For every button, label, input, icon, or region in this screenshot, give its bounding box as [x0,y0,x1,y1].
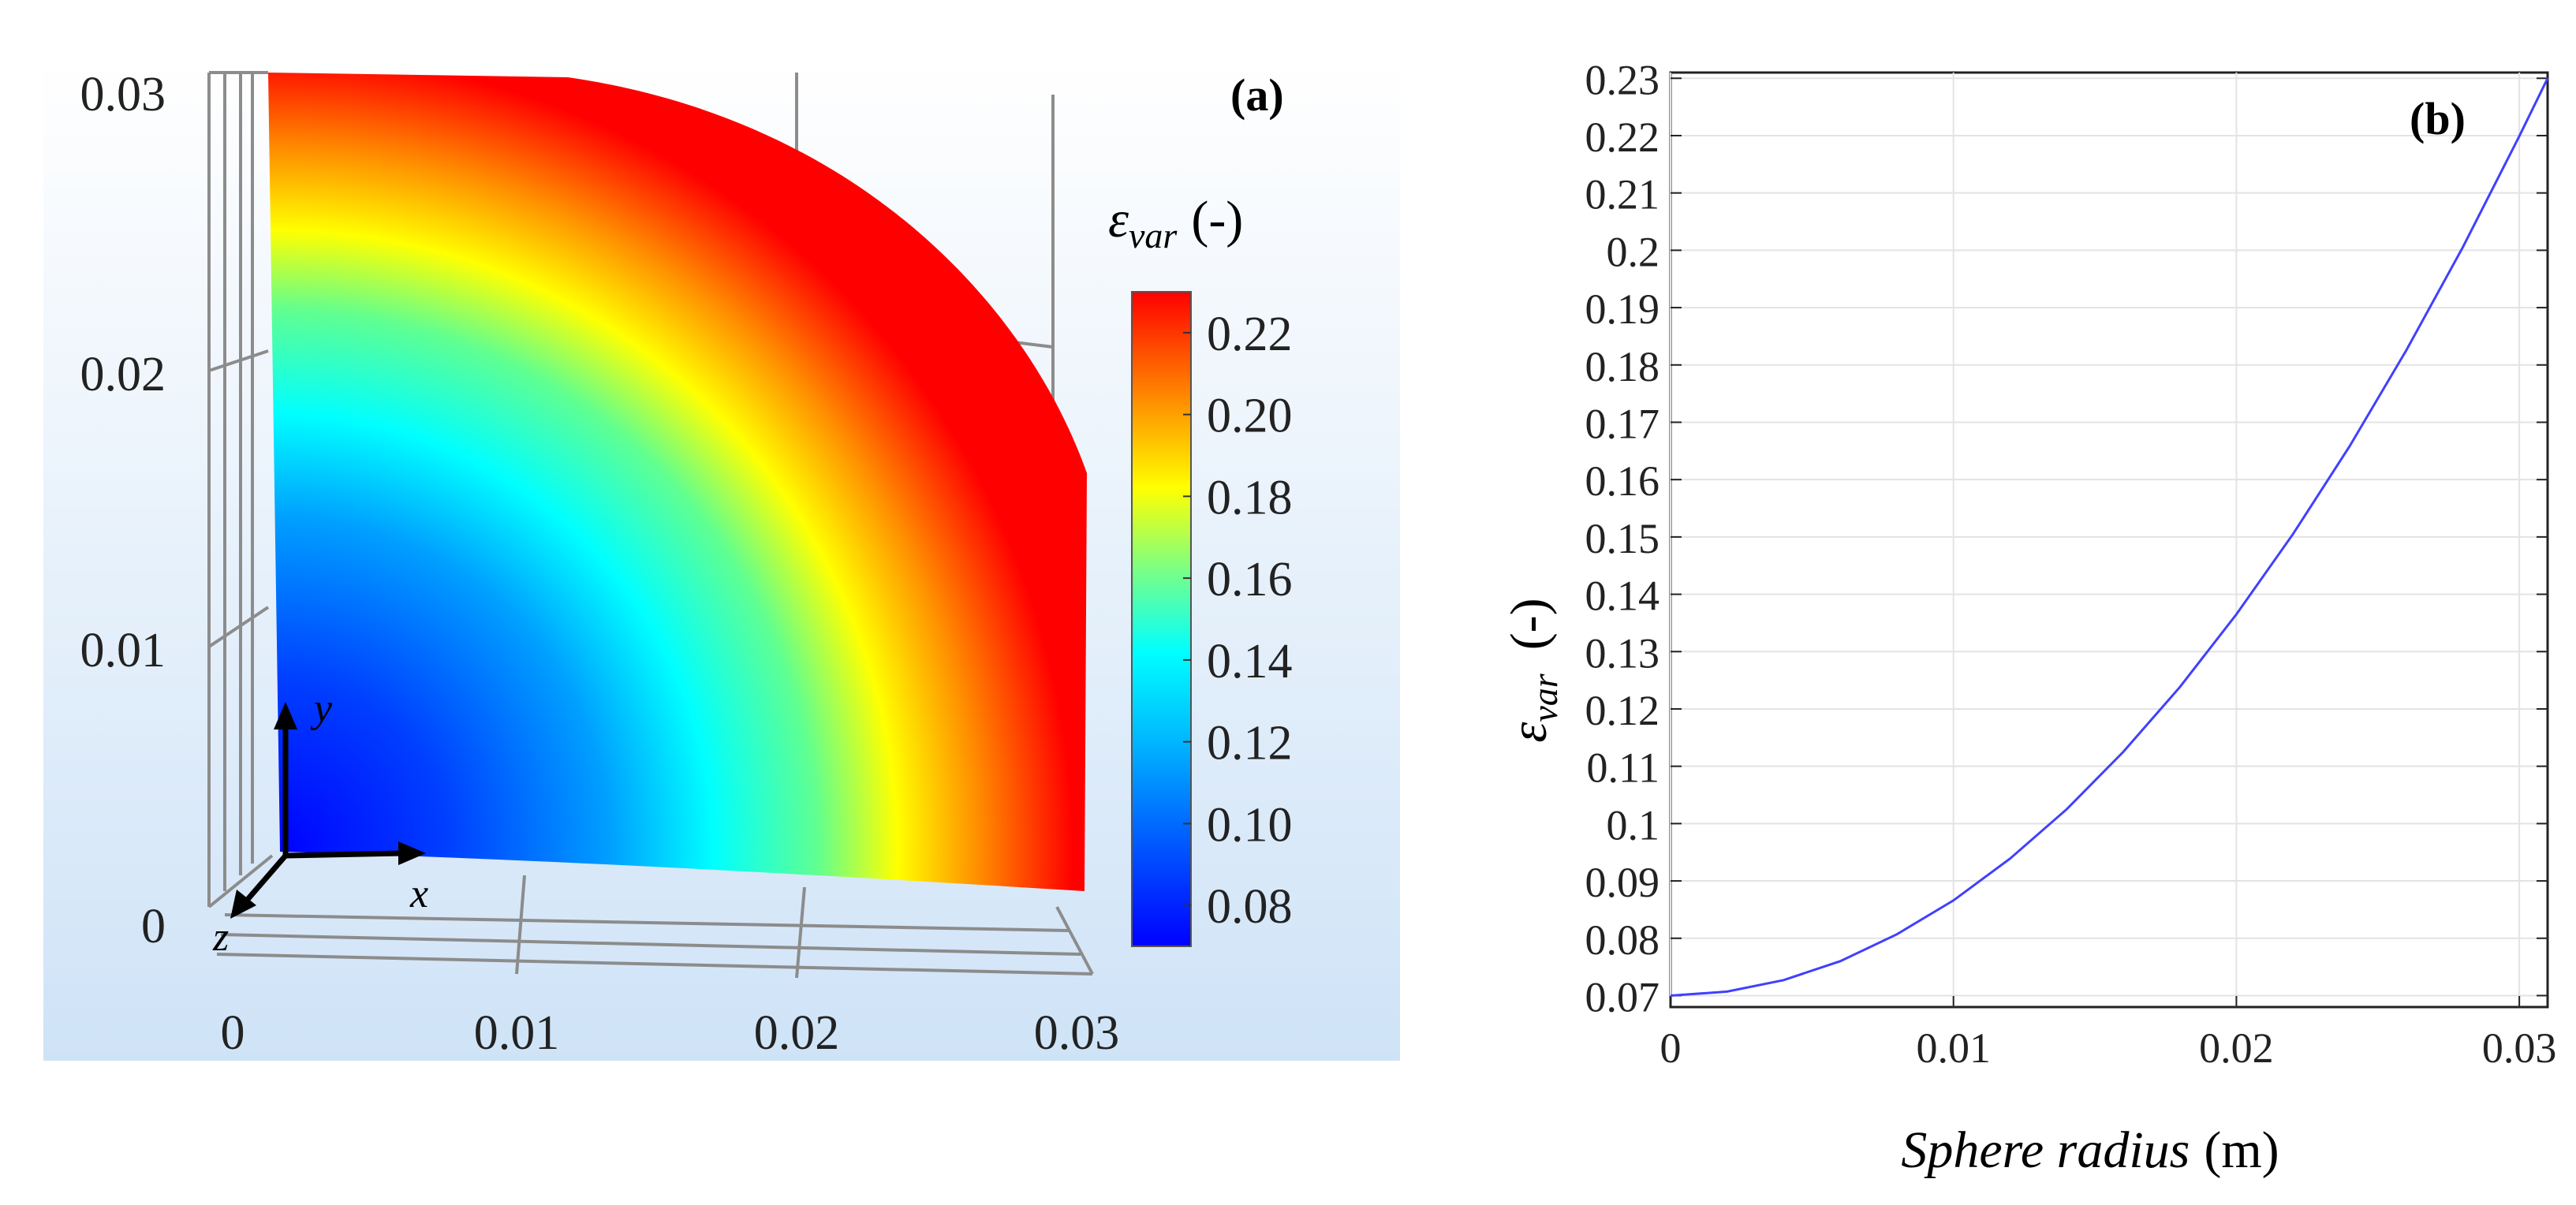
panel-b: 0.07 0.08 0.09 0.1 0.11 0.12 0.13 0.14 0.15 0.16 0… [1500,55,2567,1179]
a-xtick-label: 0.02 [754,1006,840,1060]
a-ytick-label: 0.01 [80,624,166,677]
y-tick-label: 0.11 [1587,744,1660,792]
y-tick-label: 0.13 [1585,629,1660,677]
y-tick-label: 0.17 [1585,400,1660,447]
epsilon-field [268,73,1087,891]
x-tick-label: 0.03 [2482,1024,2557,1072]
plot-area [1669,71,2549,1009]
a-xtick-label: 0.01 [474,1006,560,1060]
colorbar-ramp [1131,291,1192,947]
panel-a: y x z 0.03 0.02 0.01 0 0 0.01 0.02 0.03 … [43,55,1400,1061]
colorbar-title-symbol: ε [1108,191,1129,248]
y-axis-title-subscript: var [1525,673,1565,722]
colorbar-tick-label: 0.20 [1207,390,1293,443]
colorbar-tick-label: 0.10 [1207,798,1293,852]
colorbar: εvar (-) 0.22 0.20 0.18 0.16 0.14 0.12 0.10 0.08 [1108,191,1293,947]
a-ytick-label: 0.03 [80,68,166,121]
x-axis-label: x [409,871,428,916]
axis-triad [230,702,426,919]
z-arrowhead [230,890,256,919]
x-tick-label: 0.01 [1916,1024,1991,1072]
x-tick-label: 0 [1660,1024,1682,1072]
y-tick-label: 0.12 [1585,687,1660,734]
colorbar-tick-label: 0.22 [1207,308,1293,361]
panel-a-label: (a) [1230,69,1284,121]
z-axis-arrow [242,853,288,905]
a-xtick-label: 0 [221,1006,245,1060]
colorbar-tick-label: 0.16 [1207,553,1293,606]
y-axis-title: εvar (-) [1500,598,1565,742]
y-axis-title-unit: (-) [1500,598,1558,650]
y-axis-label: y [310,686,333,731]
a-ytick-label: 0 [141,900,166,953]
y-tick-label: 0.19 [1585,285,1660,333]
x-tick-label: 0.02 [2199,1024,2274,1072]
colorbar-tick-label: 0.18 [1207,471,1293,524]
y-arrowhead [274,702,297,729]
series-line-epsilon-var [1670,77,2549,997]
y-tick-label: 0.08 [1585,916,1660,964]
x-axis-title: Sphere radius (m) [1901,1121,2279,1179]
y-tick-label: 0.16 [1585,457,1660,505]
y-tick-label: 0.2 [1607,228,1660,275]
a-ytick-label: 0.02 [80,348,166,401]
y-tick-label: 0.14 [1585,573,1660,620]
x-axis-arrow [285,850,403,859]
y-tick-label: 0.15 [1585,515,1660,562]
colorbar-tick-label: 0.14 [1207,635,1293,688]
colorbar-title-unit: (-) [1191,191,1243,248]
y-tick-label: 0.21 [1585,171,1660,218]
y-axis-title-symbol: ε [1500,722,1558,743]
colorbar-title-subscript: var [1129,215,1178,256]
a-xtick-label: 0.03 [1034,1006,1120,1060]
x-arrowhead [398,841,426,865]
colorbar-tick-label: 0.08 [1207,880,1293,934]
y-tick-label: 0.1 [1607,801,1660,849]
colorbar-tick-label: 0.12 [1207,717,1293,770]
colorbar-title: εvar (-) [1108,191,1243,256]
y-tick-label: 0.18 [1585,343,1660,390]
y-tick-label: 0.09 [1585,859,1660,906]
x-axis-title-main: Sphere radius [1901,1121,2190,1179]
y-tick-label: 0.07 [1585,973,1660,1020]
y-tick-label: 0.23 [1585,56,1660,103]
x-axis-title-unit: (m) [2204,1121,2279,1179]
z-axis-label: z [212,915,229,960]
panel-b-label: (b) [2410,93,2466,144]
y-tick-label: 0.22 [1585,114,1660,161]
